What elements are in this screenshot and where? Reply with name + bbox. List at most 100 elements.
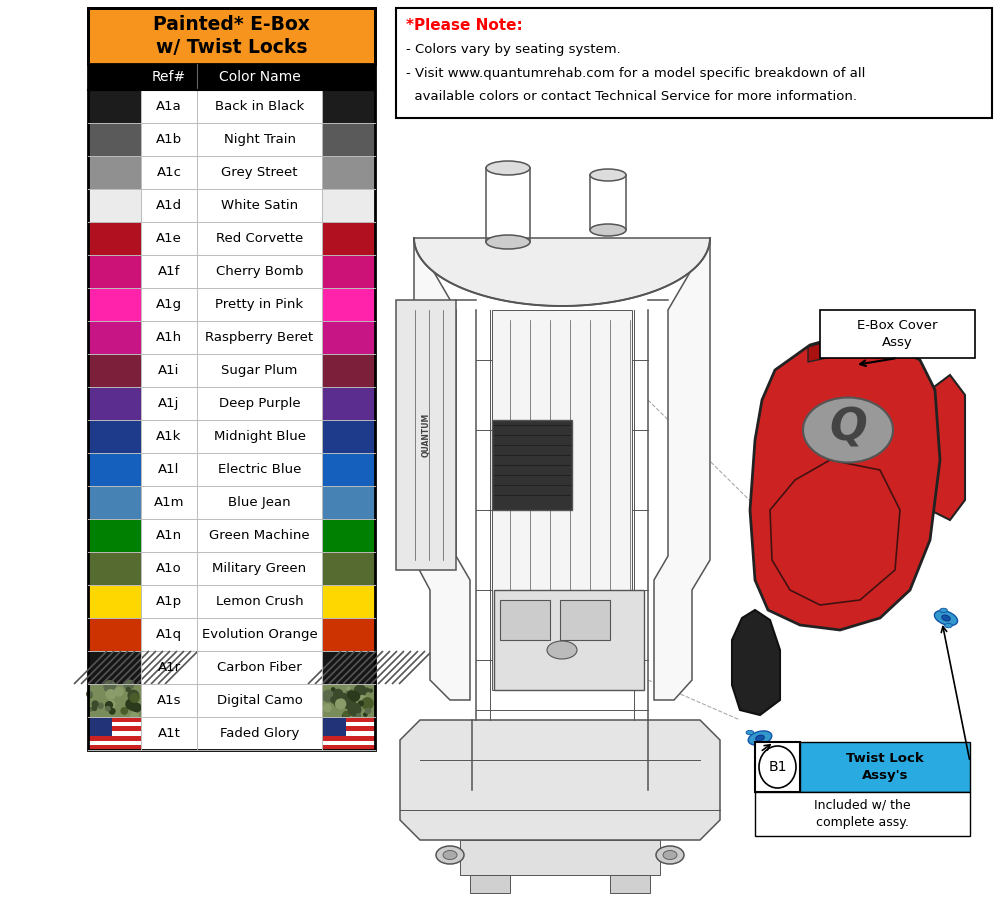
Circle shape — [347, 691, 355, 698]
Bar — [88, 354, 141, 387]
Circle shape — [331, 696, 337, 703]
Bar — [322, 486, 375, 519]
Bar — [322, 321, 375, 354]
Ellipse shape — [945, 623, 952, 628]
Circle shape — [346, 689, 355, 698]
Bar — [322, 123, 375, 156]
Circle shape — [106, 702, 112, 708]
Bar — [141, 255, 322, 288]
Bar — [88, 64, 375, 90]
Circle shape — [88, 694, 92, 697]
Circle shape — [336, 699, 346, 709]
Bar — [322, 731, 375, 736]
Circle shape — [331, 687, 335, 691]
Text: Midnight Blue: Midnight Blue — [214, 430, 306, 443]
Bar — [322, 156, 375, 189]
Text: A1j: A1j — [158, 397, 180, 410]
Text: A1p: A1p — [156, 595, 182, 608]
Ellipse shape — [486, 235, 530, 249]
Circle shape — [104, 681, 116, 692]
Bar — [88, 255, 141, 288]
Bar — [141, 123, 322, 156]
Ellipse shape — [590, 169, 626, 181]
Circle shape — [109, 708, 115, 714]
Circle shape — [342, 713, 349, 719]
Ellipse shape — [940, 608, 947, 613]
Circle shape — [347, 687, 350, 690]
Circle shape — [348, 704, 361, 716]
Text: A1c: A1c — [156, 166, 182, 179]
Bar — [88, 288, 141, 321]
Bar — [88, 156, 141, 189]
Bar — [141, 354, 322, 387]
Bar — [141, 321, 322, 354]
Bar — [141, 222, 322, 255]
Bar — [88, 519, 141, 552]
Bar — [88, 222, 141, 255]
Text: A1f: A1f — [158, 265, 180, 278]
Bar — [322, 722, 375, 726]
Bar — [322, 585, 375, 618]
Circle shape — [354, 685, 366, 696]
Polygon shape — [414, 238, 470, 700]
Bar — [396, 8, 992, 118]
Text: A1g: A1g — [156, 298, 182, 311]
Text: Pretty in Pink: Pretty in Pink — [215, 298, 304, 311]
Polygon shape — [732, 610, 780, 715]
Circle shape — [124, 680, 134, 689]
Polygon shape — [400, 720, 720, 840]
Bar — [88, 420, 141, 453]
Bar — [322, 90, 375, 123]
Text: A1d: A1d — [156, 199, 182, 212]
Bar — [88, 726, 141, 731]
Bar — [88, 585, 141, 618]
Bar — [322, 717, 346, 736]
Bar — [88, 387, 141, 420]
Text: - Visit www.quantumrehab.com for a model specific breakdown of all: - Visit www.quantumrehab.com for a model… — [406, 68, 865, 80]
Bar — [800, 742, 970, 792]
Bar — [88, 684, 141, 717]
Bar — [88, 717, 141, 750]
Bar — [88, 736, 141, 741]
Text: Electric Blue: Electric Blue — [218, 463, 301, 476]
Circle shape — [121, 708, 127, 714]
Bar — [141, 684, 322, 717]
Text: A1m: A1m — [154, 496, 184, 509]
Text: Included w/ the
complete assy.: Included w/ the complete assy. — [814, 799, 911, 829]
Text: Green Machine: Green Machine — [209, 529, 310, 542]
Bar — [141, 90, 322, 123]
Circle shape — [89, 707, 93, 711]
Bar — [88, 90, 141, 123]
Bar — [322, 618, 375, 651]
Circle shape — [335, 701, 339, 706]
Bar — [88, 745, 141, 750]
Bar — [322, 741, 375, 745]
Text: Cherry Bomb: Cherry Bomb — [216, 265, 303, 278]
Circle shape — [365, 708, 371, 714]
Bar — [141, 618, 322, 651]
Text: A1q: A1q — [156, 628, 182, 641]
Bar — [88, 8, 375, 750]
Bar — [88, 8, 375, 64]
Circle shape — [323, 705, 331, 712]
Circle shape — [87, 691, 92, 696]
Circle shape — [132, 704, 141, 712]
Bar — [88, 486, 141, 519]
Bar — [88, 651, 141, 684]
Ellipse shape — [746, 731, 754, 734]
Bar — [610, 875, 650, 893]
Text: A1t: A1t — [158, 727, 180, 740]
Text: Twist Lock
Assy's: Twist Lock Assy's — [846, 752, 924, 781]
Bar — [141, 486, 322, 519]
Ellipse shape — [663, 851, 677, 860]
Ellipse shape — [590, 224, 626, 236]
Bar — [322, 726, 375, 731]
Bar — [322, 684, 375, 717]
Bar — [141, 156, 322, 189]
Text: Grey Street: Grey Street — [221, 166, 298, 179]
Polygon shape — [808, 337, 880, 362]
Bar — [141, 453, 322, 486]
Text: Raspberry Beret: Raspberry Beret — [205, 331, 314, 344]
Bar — [322, 354, 375, 387]
Ellipse shape — [942, 615, 950, 621]
